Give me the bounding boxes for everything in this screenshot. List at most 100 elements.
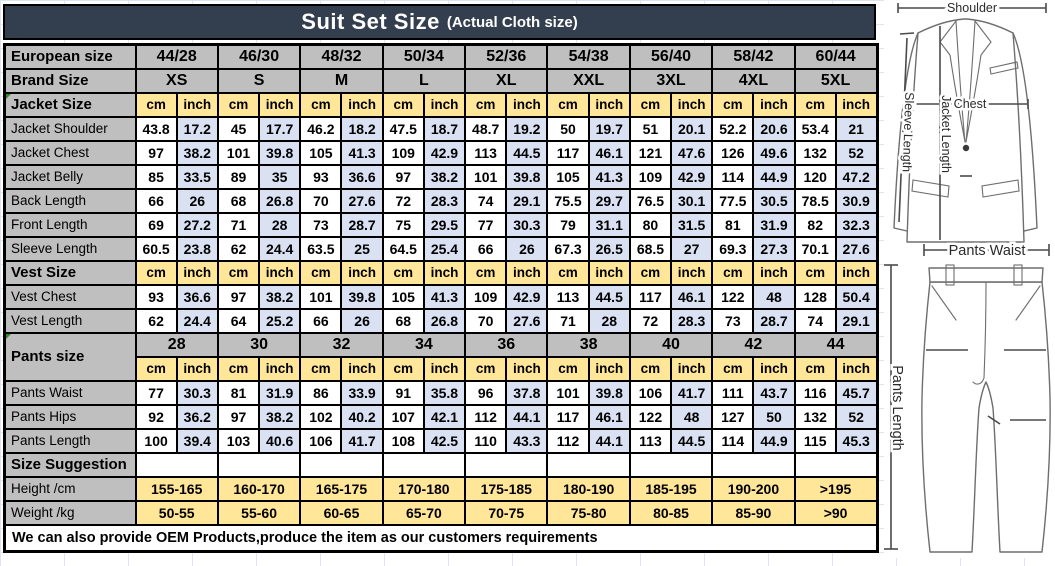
jacket-cell-5-2: 62 [216, 235, 261, 262]
european-size-7: 58/42 [711, 43, 796, 70]
european-size-6: 56/40 [628, 43, 714, 70]
jacket-cell-4-14: 81 [711, 211, 755, 238]
jacket-cell-5-14: 69.3 [711, 235, 755, 262]
suggestion-cell-0-5: 180-190 [546, 475, 631, 502]
jacket-cell-5-6: 64.5 [381, 235, 425, 262]
vest-cell-1-5: 26 [340, 307, 384, 334]
jacket-cell-3-0: 66 [134, 187, 178, 214]
pants-cell-1-0: 92 [134, 403, 178, 430]
jacket-cell-4-12: 80 [628, 211, 673, 238]
pants-size-8: 44 [793, 331, 879, 358]
jacket-cell-4-2: 71 [216, 211, 261, 238]
brand-size-1: S [216, 67, 302, 94]
pants-unit-inch-8: inch [834, 355, 879, 382]
pants-cell-2-15: 44.9 [752, 427, 796, 454]
vest-cell-1-4: 66 [299, 307, 343, 334]
size-suggestion-empty-6 [628, 451, 714, 478]
jacket-cell-2-5: 36.6 [340, 163, 384, 190]
jacket-cell-0-17: 21 [834, 115, 879, 142]
jacket-cell-3-11: 29.7 [587, 187, 631, 214]
size-suggestion-empty-8 [793, 451, 879, 478]
jacket-cell-3-12: 76.5 [628, 187, 673, 214]
pants-fly [972, 281, 987, 385]
pants-unit-cm-5: cm [546, 355, 590, 382]
suggestion-cell-1-0: 50-55 [134, 499, 219, 526]
vest-cell-0-1: 36.6 [175, 283, 219, 310]
vest-cell-1-15: 28.7 [752, 307, 796, 334]
brand-size-3: L [381, 67, 467, 94]
brand-size-7: 4XL [711, 67, 796, 94]
european-size-row-label: European size [3, 43, 137, 70]
vest-cell-0-14: 122 [711, 283, 755, 310]
vest-cell-0-15: 48 [752, 283, 796, 310]
jacket-cell-0-13: 20.1 [670, 115, 714, 142]
belt-loop-right [1013, 264, 1023, 286]
jacket-cell-1-7: 42.9 [422, 139, 467, 166]
brand-size-0: XS [134, 67, 219, 94]
jacket-cell-0-3: 17.7 [258, 115, 302, 142]
jacket-row-label-3: Back Length [3, 187, 137, 214]
suggestion-cell-0-0: 155-165 [134, 475, 219, 502]
size-suggestion-empty-1 [216, 451, 302, 478]
jacket-cell-4-17: 32.3 [834, 211, 879, 238]
vest-cell-1-6: 68 [381, 307, 425, 334]
vest-cell-0-11: 44.5 [587, 283, 631, 310]
pants-cell-0-16: 116 [793, 379, 837, 406]
jacket-cell-0-0: 43.8 [134, 115, 178, 142]
jacket-cell-5-0: 60.5 [134, 235, 178, 262]
vest-unit-cm-4: cm [464, 259, 508, 286]
pants-cell-2-7: 42.5 [422, 427, 467, 454]
suggestion-cell-1-7: 85-90 [711, 499, 796, 526]
jacket-cell-5-3: 24.4 [258, 235, 302, 262]
chart-subtitle: (Actual Cloth size) [446, 13, 578, 31]
pants-unit-inch-6: inch [670, 355, 714, 382]
jacket-cell-5-4: 63.5 [299, 235, 343, 262]
vest-cell-0-16: 128 [793, 283, 837, 310]
jacket-cell-5-15: 27.3 [752, 235, 796, 262]
jacket-cell-4-13: 31.5 [670, 211, 714, 238]
pants-size-6: 40 [628, 331, 714, 358]
jacket-section-label: Jacket Size [3, 91, 137, 118]
vest-cell-0-6: 105 [381, 283, 425, 310]
jacket-cell-1-12: 121 [628, 139, 673, 166]
jacket-cell-4-3: 28 [258, 211, 302, 238]
jacket-unit-inch-7: inch [752, 91, 796, 118]
jacket-cell-2-13: 42.9 [670, 163, 714, 190]
vest-cell-1-2: 64 [216, 307, 261, 334]
jacket-cell-0-10: 50 [546, 115, 590, 142]
chart-title: Suit Set Size [301, 9, 440, 34]
suggestion-cell-0-6: 185-195 [628, 475, 714, 502]
vest-unit-inch-3: inch [422, 259, 467, 286]
jacket-cell-2-14: 114 [711, 163, 755, 190]
pants-cell-2-6: 108 [381, 427, 425, 454]
jacket-cell-5-1: 23.8 [175, 235, 219, 262]
jacket-cell-2-4: 93 [299, 163, 343, 190]
pants-cell-2-11: 44.1 [587, 427, 631, 454]
jacket-cell-2-1: 33.5 [175, 163, 219, 190]
jacket-unit-cm-6: cm [628, 91, 673, 118]
jacket-cell-1-6: 109 [381, 139, 425, 166]
brand-size-4: XL [464, 67, 549, 94]
jacket-unit-inch-5: inch [587, 91, 631, 118]
pants-size-3: 34 [381, 331, 467, 358]
brand-size-8: 5XL [793, 67, 879, 94]
pants-cell-1-12: 122 [628, 403, 673, 430]
size-suggestion-empty-4 [464, 451, 549, 478]
vest-unit-inch-5: inch [587, 259, 631, 286]
jacket-cell-0-14: 52.2 [711, 115, 755, 142]
chest-measure-line [911, 99, 1029, 109]
pants-size-4: 36 [464, 331, 549, 358]
sleeve-length-measure-line [898, 32, 915, 223]
jacket-cell-0-11: 19.7 [587, 115, 631, 142]
pants-cell-0-13: 41.7 [670, 379, 714, 406]
european-size-4: 52/36 [464, 43, 549, 70]
jacket-unit-inch-0: inch [175, 91, 219, 118]
jacket-cell-3-5: 27.6 [340, 187, 384, 214]
pants-unit-cm-2: cm [299, 355, 343, 382]
sleeve-length-label: Sleeve Length [900, 92, 917, 172]
pants-cell-1-9: 44.1 [505, 403, 549, 430]
pants-cell-2-5: 41.7 [340, 427, 384, 454]
pants-row-label-2: Pants Length [3, 427, 137, 454]
pants-cell-2-14: 114 [711, 427, 755, 454]
jacket-cell-2-0: 85 [134, 163, 178, 190]
